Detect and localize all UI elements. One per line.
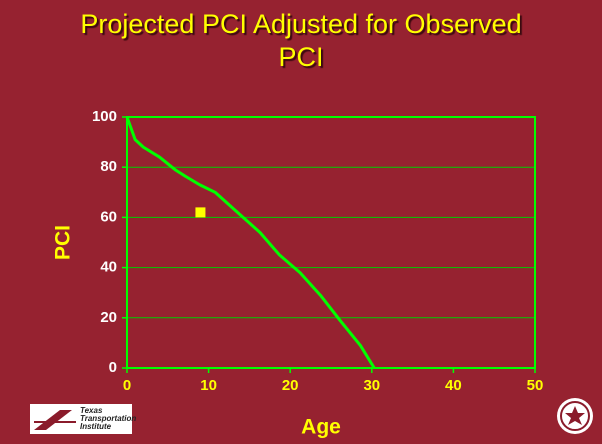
x-tick-label: 50 — [527, 377, 544, 394]
y-tick-label: 100 — [92, 108, 117, 125]
x-tick-label: 20 — [282, 377, 299, 394]
x-tick-label: 10 — [200, 377, 217, 394]
y-tick-label: 60 — [100, 208, 117, 225]
seal-star — [565, 406, 585, 425]
x-tick-label: 40 — [445, 377, 462, 394]
seal — [557, 398, 593, 434]
logo-text: Institute — [80, 422, 112, 431]
logo-text: Texas — [80, 406, 103, 415]
y-tick-label: 40 — [100, 259, 117, 276]
y-tick-label: 0 — [109, 359, 117, 376]
chart-title: Projected PCI Adjusted for Observed PCI — [80, 9, 522, 72]
logo-mark — [34, 410, 72, 430]
data-point — [195, 207, 206, 218]
x-tick-label: 30 — [363, 377, 380, 394]
y-tick-label: 80 — [100, 158, 117, 175]
logo-text: Transportation — [80, 414, 136, 423]
seal-ring — [560, 401, 590, 431]
x-tick-label: 0 — [123, 377, 131, 394]
logo — [30, 404, 132, 434]
x-axis-label: Age — [301, 416, 341, 439]
data-line — [125, 116, 376, 369]
y-tick-label: 20 — [100, 309, 117, 326]
plot-frame — [126, 116, 536, 369]
y-axis-label: PCI — [52, 225, 75, 260]
